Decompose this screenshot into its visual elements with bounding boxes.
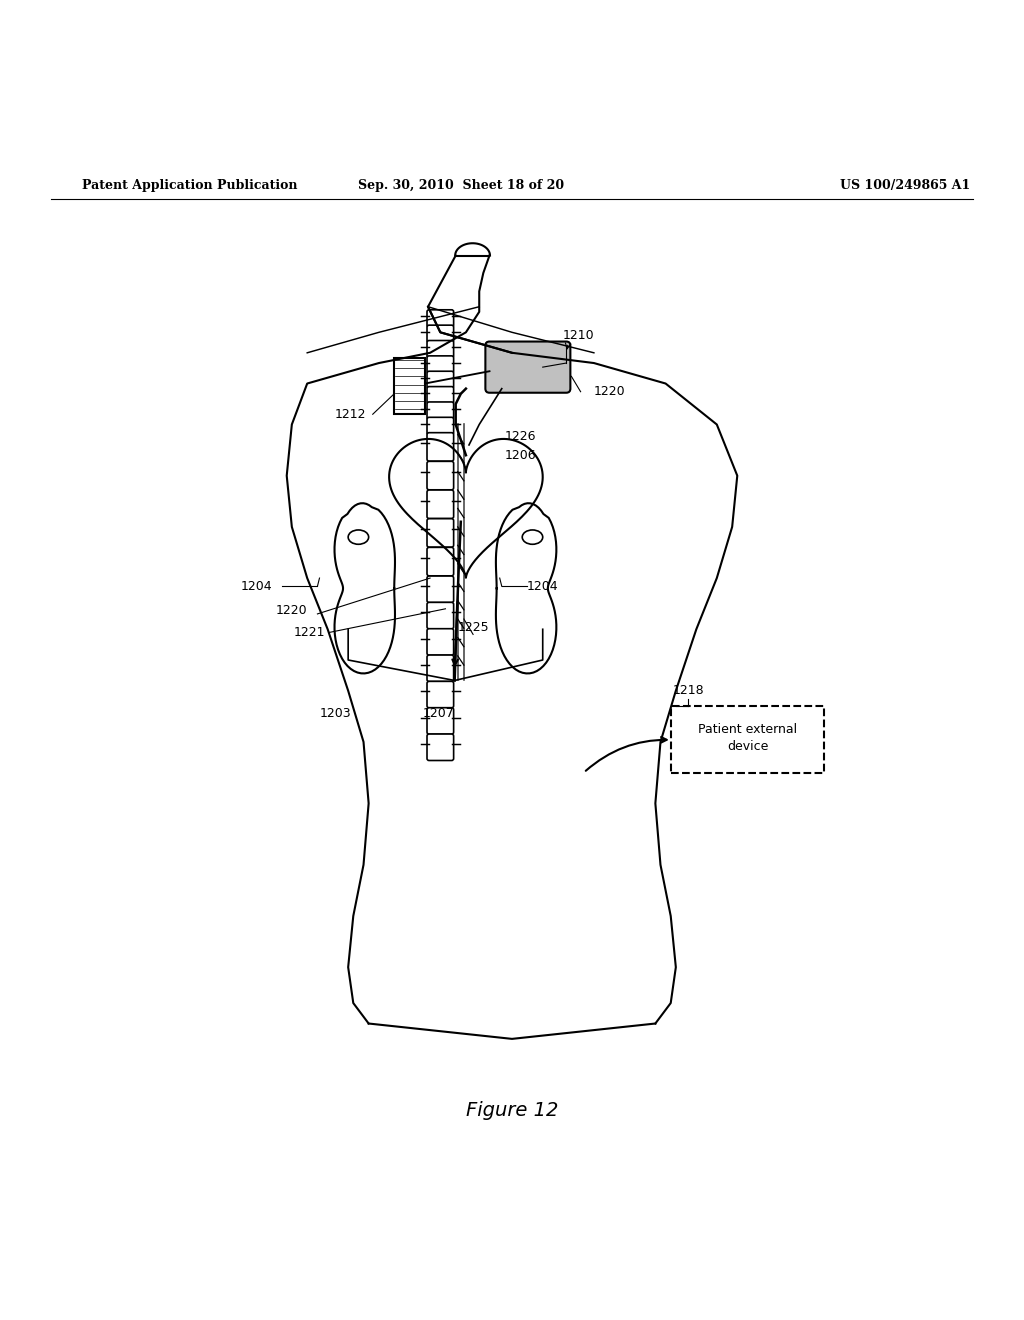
FancyBboxPatch shape — [427, 310, 454, 327]
Text: Patient external: Patient external — [698, 723, 797, 737]
Bar — [394, 358, 425, 414]
Text: 1203: 1203 — [321, 706, 351, 719]
Text: 1218: 1218 — [673, 684, 703, 697]
FancyBboxPatch shape — [427, 734, 454, 760]
Text: 1207: 1207 — [422, 706, 455, 719]
FancyBboxPatch shape — [427, 602, 454, 628]
Text: 1212: 1212 — [335, 408, 366, 421]
Text: 1221: 1221 — [294, 626, 325, 639]
FancyBboxPatch shape — [427, 548, 454, 576]
FancyBboxPatch shape — [427, 519, 454, 548]
Text: 1225: 1225 — [458, 620, 488, 634]
Text: 1226: 1226 — [505, 430, 536, 444]
Text: Patent Application Publication: Patent Application Publication — [82, 180, 297, 193]
Text: 1206: 1206 — [505, 449, 536, 462]
FancyBboxPatch shape — [427, 708, 454, 734]
FancyBboxPatch shape — [427, 325, 454, 342]
FancyBboxPatch shape — [427, 371, 454, 388]
FancyBboxPatch shape — [427, 433, 454, 461]
FancyBboxPatch shape — [427, 387, 454, 404]
Text: US 100/249865 A1: US 100/249865 A1 — [840, 180, 970, 193]
FancyBboxPatch shape — [671, 706, 824, 772]
FancyBboxPatch shape — [427, 417, 454, 434]
FancyBboxPatch shape — [427, 490, 454, 519]
FancyBboxPatch shape — [427, 356, 454, 374]
Text: device: device — [727, 739, 768, 752]
FancyBboxPatch shape — [427, 681, 454, 708]
Text: 1220: 1220 — [594, 385, 625, 399]
Ellipse shape — [522, 529, 543, 544]
FancyBboxPatch shape — [427, 462, 454, 490]
Text: 1220: 1220 — [276, 605, 307, 618]
FancyBboxPatch shape — [427, 576, 454, 602]
Ellipse shape — [348, 529, 369, 544]
Text: 1204: 1204 — [527, 579, 558, 593]
FancyBboxPatch shape — [427, 655, 454, 681]
Text: Figure 12: Figure 12 — [466, 1101, 558, 1121]
Text: 1210: 1210 — [563, 329, 594, 342]
FancyBboxPatch shape — [485, 342, 570, 393]
FancyBboxPatch shape — [427, 628, 454, 655]
FancyBboxPatch shape — [427, 403, 454, 420]
Text: Sep. 30, 2010  Sheet 18 of 20: Sep. 30, 2010 Sheet 18 of 20 — [357, 180, 564, 193]
Text: 1204: 1204 — [241, 579, 271, 593]
FancyBboxPatch shape — [427, 341, 454, 358]
